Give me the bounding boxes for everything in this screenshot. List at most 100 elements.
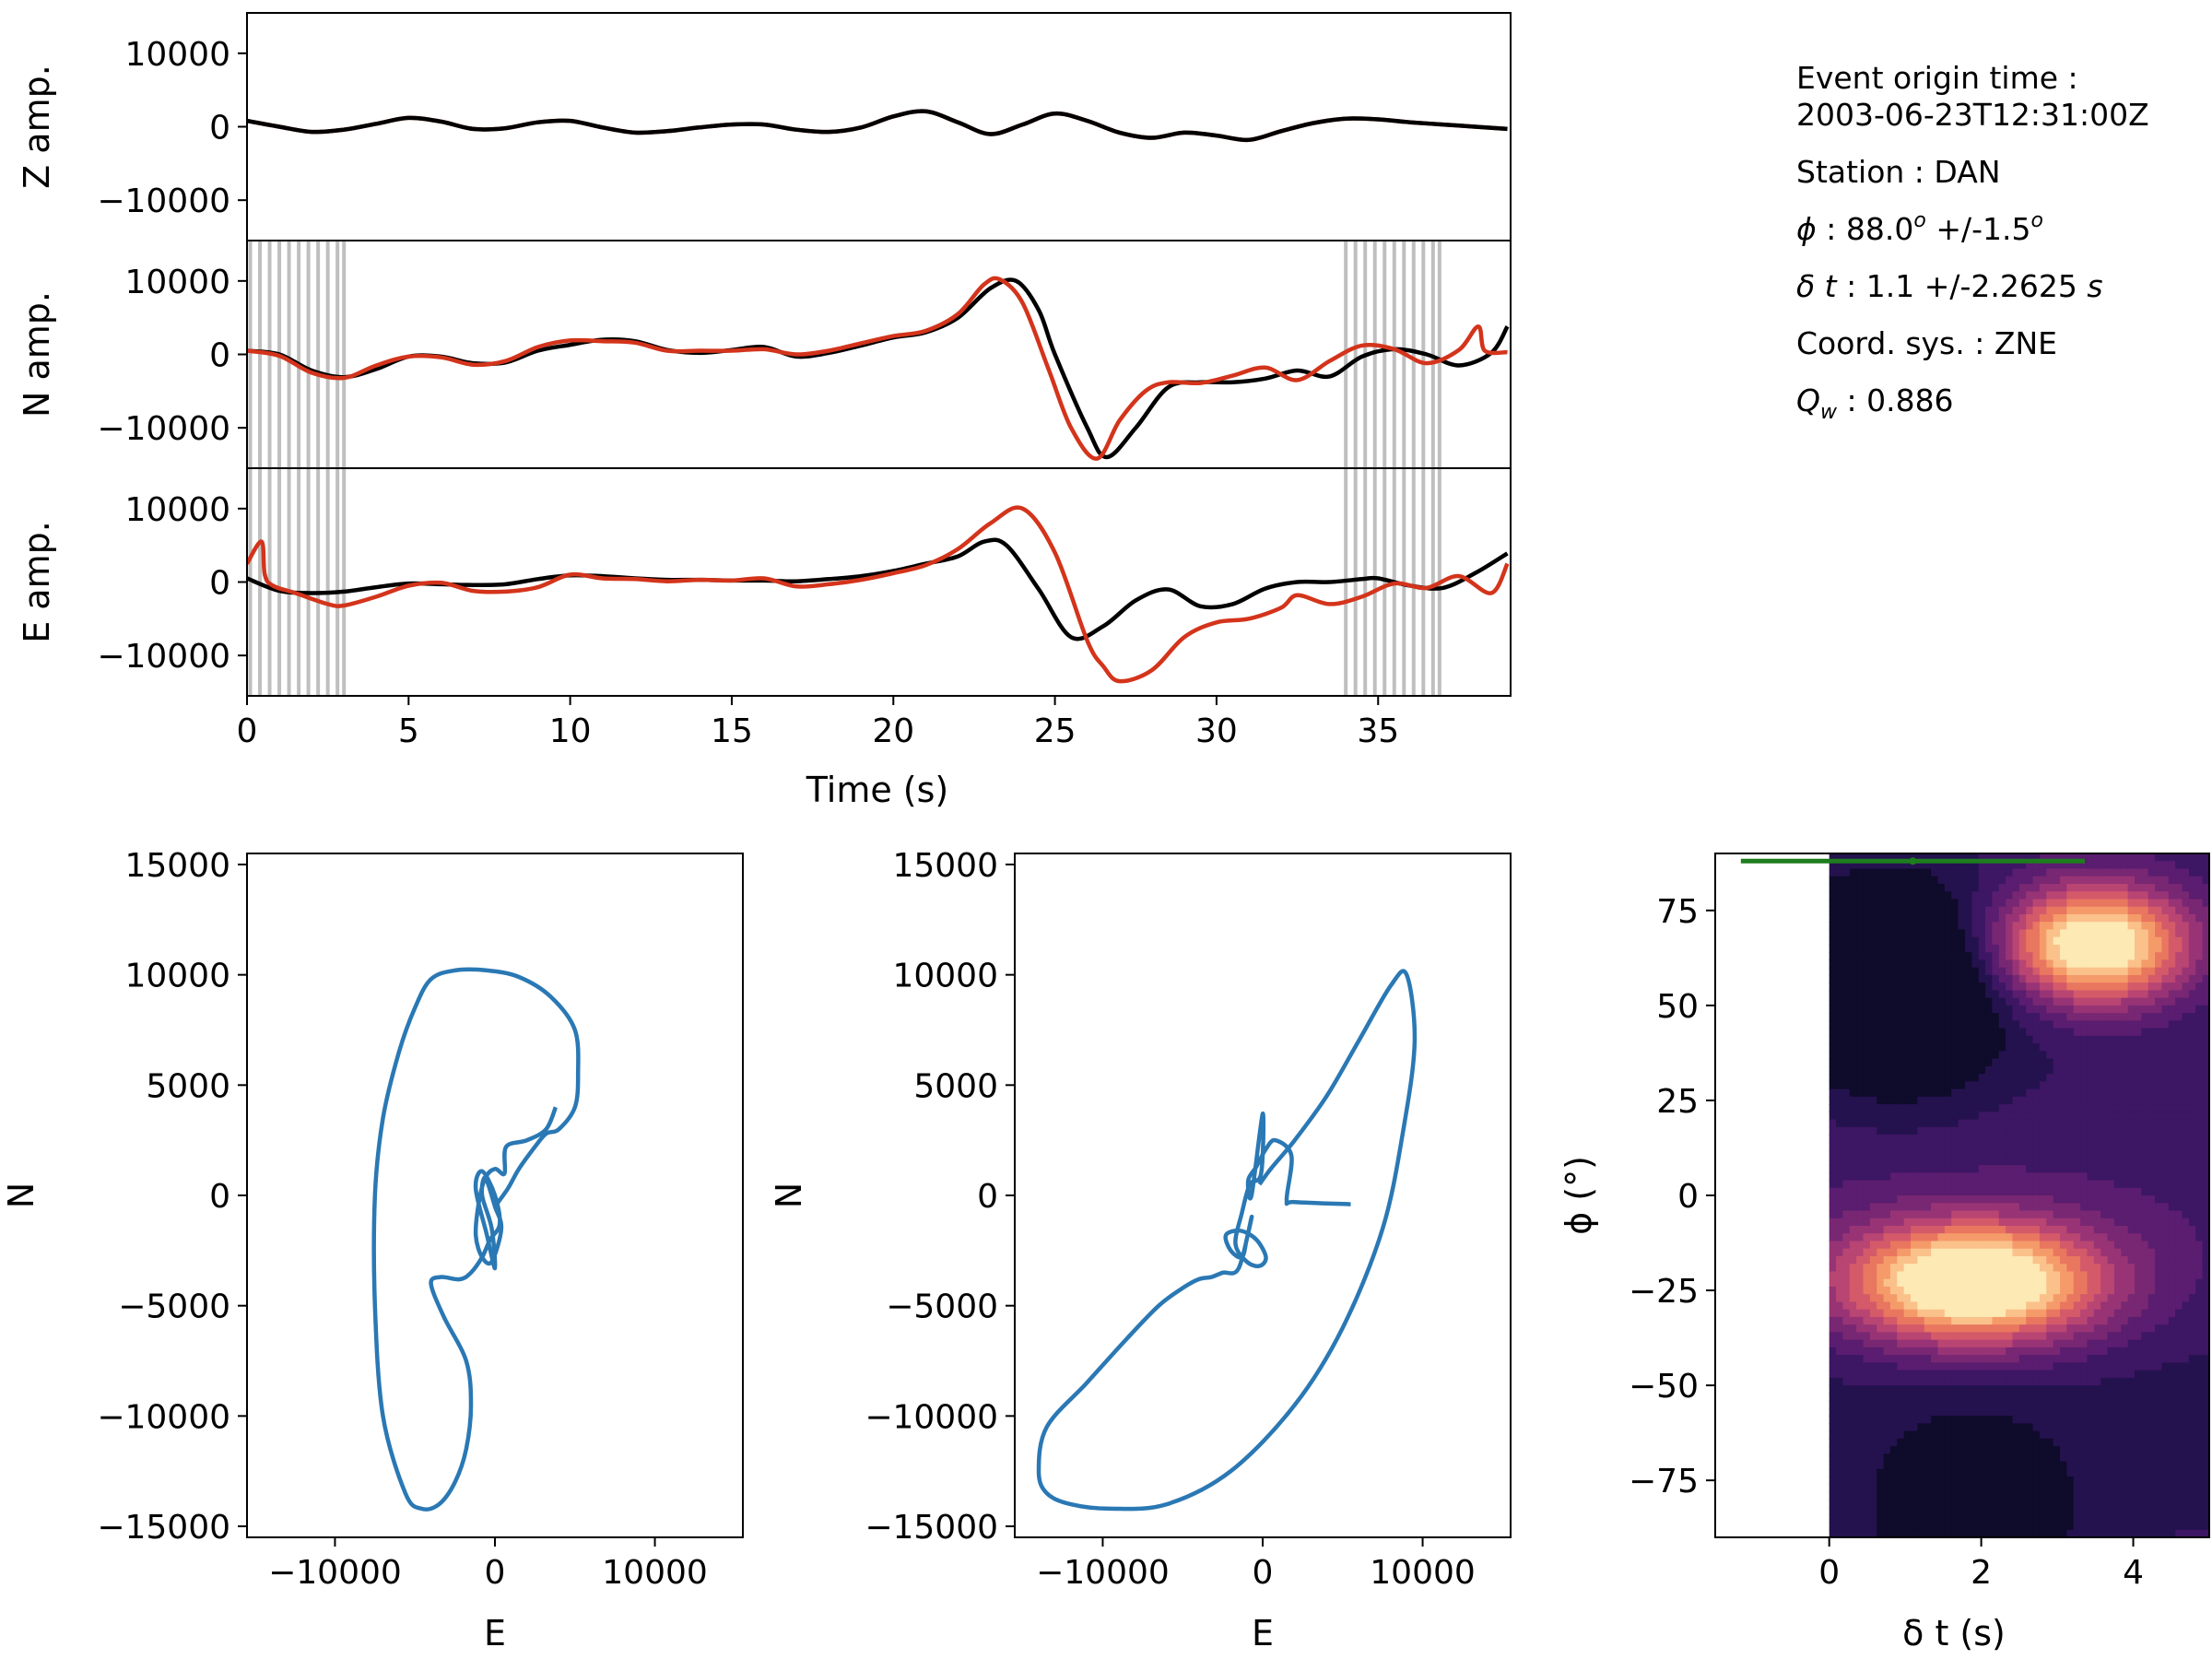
heatmap-cell (2012, 1385, 2020, 1394)
heatmap-cell (1863, 1195, 1871, 1205)
heatmap-cell (1836, 1377, 1844, 1386)
heatmap-cell (1883, 1157, 1891, 1166)
heatmap-cell (1944, 1309, 1953, 1318)
heatmap-cell (2093, 1355, 2101, 1364)
heatmap-cell (1897, 899, 1905, 908)
heatmap-cell (1863, 1013, 1871, 1022)
heatmap-cell (2135, 1301, 2143, 1311)
heatmap-cell (2135, 1294, 2143, 1303)
heatmap-cell (2161, 1195, 2170, 1205)
heatmap-cell (1951, 1446, 1959, 1455)
heatmap-cell (2100, 1446, 2109, 1455)
heatmap-cell (1992, 936, 2000, 946)
heatmap-cell (1911, 891, 1919, 900)
heatmap-cell (1911, 1529, 1919, 1537)
heatmap-cell (1971, 1210, 1980, 1219)
heatmap-cell (1856, 1393, 1865, 1402)
heatmap-cell (1931, 1035, 1939, 1044)
heatmap-cell (1889, 1165, 1899, 1174)
heatmap-cell (2147, 1218, 2156, 1227)
heatmap-cell (2121, 1028, 2129, 1037)
heatmap-cell (1978, 1423, 1986, 1432)
heatmap-cell (1883, 1423, 1891, 1432)
heatmap-cell (2060, 1499, 2068, 1508)
heatmap-cell (1992, 1370, 2000, 1379)
heatmap-cell (1985, 997, 1994, 1006)
heatmap-cell (2012, 1499, 2020, 1508)
heatmap-cell (1917, 853, 1925, 863)
heatmap-cell (2087, 1172, 2095, 1182)
heatmap-cell (2168, 1423, 2176, 1432)
heatmap-cell (2060, 1088, 2068, 1098)
heatmap-cell (2155, 1529, 2163, 1537)
heatmap-cell (1889, 944, 1899, 953)
heatmap-cell (2155, 1507, 2163, 1516)
heatmap-cell (1863, 1043, 1871, 1053)
heatmap-cell (2168, 1430, 2176, 1440)
heatmap-cell (2080, 868, 2088, 877)
heatmap-cell (1917, 1218, 1925, 1227)
heatmap-cell (2113, 1446, 2123, 1455)
heatmap-cell (1897, 1499, 1905, 1508)
heatmap-cell (2080, 936, 2088, 946)
heatmap-cell (1944, 1484, 1953, 1493)
heatmap-cell (2073, 1529, 2081, 1537)
heatmap-cell (1924, 1446, 1932, 1455)
heatmap-cell (1869, 1013, 1878, 1022)
heatmap-cell (2113, 1271, 2123, 1280)
heatmap-cell (1944, 1096, 1953, 1105)
heatmap-cell (1998, 1393, 2006, 1402)
heatmap-cell (1842, 1491, 1851, 1500)
heatmap-cell (2053, 1013, 2061, 1022)
heatmap-cell (2147, 982, 2156, 992)
heatmap-cell (2188, 1301, 2197, 1311)
heatmap-cell (2060, 1377, 2068, 1386)
heatmap-cell (1911, 1316, 1919, 1325)
heatmap-cell (2113, 1157, 2123, 1166)
heatmap-cell (2175, 1477, 2183, 1486)
heatmap-cell (2121, 1370, 2129, 1379)
heatmap-cell (2161, 1339, 2170, 1348)
heatmap-cell (2053, 1339, 2061, 1348)
heatmap-cell (2141, 1522, 2149, 1531)
heatmap-cell (1924, 1309, 1932, 1318)
heatmap-cell (2175, 1347, 2183, 1356)
heatmap-cell (2073, 861, 2081, 870)
heatmap-cell (1971, 1355, 1980, 1364)
heatmap-cell (1964, 1522, 1973, 1531)
heatmap-cell (2107, 1522, 2115, 1531)
heatmap-cell (2113, 1165, 2123, 1174)
heatmap-cell (2080, 1149, 2088, 1159)
heatmap-cell (1849, 974, 1857, 983)
heatmap-cell (1998, 1416, 2006, 1425)
heatmap-cell (2161, 906, 2170, 915)
heatmap-cell (2182, 922, 2190, 931)
heatmap-cell (2039, 1264, 2048, 1273)
heatmap-cell (2018, 1051, 2028, 1060)
heatmap-cell (1863, 1468, 1871, 1477)
heatmap-cell (2113, 1233, 2123, 1242)
heatmap-cell (1971, 1264, 1980, 1273)
heatmap-cell (1958, 1309, 1966, 1318)
heatmap-cell (1897, 1316, 1905, 1325)
heatmap-cell (1992, 1172, 2000, 1182)
heatmap-cell (2053, 1119, 2061, 1128)
heatmap-cell (2155, 1142, 2163, 1151)
heatmap-cell (2113, 1112, 2123, 1121)
heatmap-cell (2107, 1005, 2115, 1014)
heatmap-cell (1883, 1248, 1891, 1257)
heatmap-cell (2141, 1499, 2149, 1508)
heatmap-cell (2066, 959, 2075, 969)
heatmap-cell (2175, 1301, 2183, 1311)
heatmap-cell (2087, 1203, 2095, 1212)
heatmap-cell (2073, 936, 2081, 946)
heatmap-cell (2135, 1165, 2143, 1174)
heatmap-cell (1897, 1377, 1905, 1386)
heatmap-cell (2087, 922, 2095, 931)
heatmap-cell (1911, 1218, 1919, 1227)
heatmap-cell (1958, 1210, 1966, 1219)
heatmap-cell (1985, 1491, 1994, 1500)
heatmap-cell (1985, 906, 1994, 915)
heatmap-cell (2046, 1453, 2054, 1463)
